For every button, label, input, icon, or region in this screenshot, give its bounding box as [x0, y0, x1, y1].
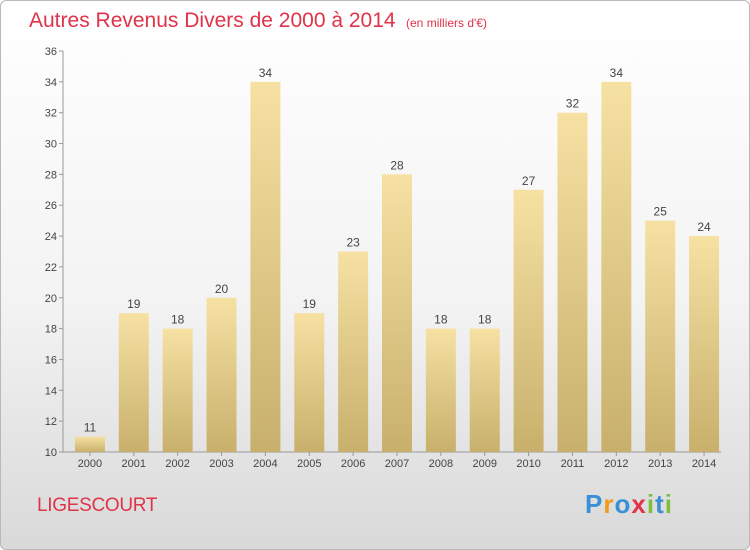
x-tick-label-2000: 2000	[78, 458, 102, 470]
data-label-2002: 18	[171, 313, 185, 327]
y-tick-label: 32	[45, 108, 57, 120]
bar-2011	[557, 112, 588, 452]
chart-title: Autres Revenus Divers de 2000 à 2014 (en…	[29, 9, 487, 33]
bar-2007	[382, 174, 412, 452]
data-label-2006: 23	[346, 236, 360, 250]
data-label-2007: 28	[390, 158, 404, 172]
x-tick-label-2003: 2003	[209, 458, 233, 470]
bar-2013	[645, 220, 676, 452]
chart-labels: 11 19 18 20 34 19 23 28 18 18 27 32 34 25 24	[84, 66, 711, 435]
y-tick-label: 36	[45, 46, 57, 58]
x-tick-label-2008: 2008	[429, 458, 453, 470]
x-tick-label-2013: 2013	[648, 458, 672, 470]
commune-name: LIGESCOURT	[37, 495, 158, 516]
bar-2004	[250, 81, 281, 452]
data-label-2011: 32	[566, 97, 580, 111]
x-tick-label-2012: 2012	[604, 458, 628, 470]
data-label-2001: 19	[127, 297, 141, 311]
x-tick-label-2007: 2007	[385, 458, 409, 470]
x-tick-label-2004: 2004	[253, 458, 277, 470]
chart-bars	[74, 81, 720, 453]
data-label-2009: 18	[478, 313, 492, 327]
bar-2005	[294, 313, 325, 452]
bar-2009	[469, 328, 500, 452]
x-tick-label-2005: 2005	[297, 458, 321, 470]
y-tick-label: 22	[45, 262, 57, 274]
x-tick-label-2001: 2001	[122, 458, 146, 470]
bar-2008	[425, 328, 456, 452]
x-tick-label-2011: 2011	[561, 458, 585, 470]
y-tick-label: 14	[45, 385, 57, 397]
bar-2014	[689, 236, 720, 452]
y-tick-label: 28	[45, 169, 57, 181]
title-unit: (en milliers d'€)	[406, 16, 487, 30]
data-label-2012: 34	[610, 66, 624, 80]
y-tick-label: 30	[45, 139, 57, 151]
data-label-2005: 19	[303, 297, 317, 311]
data-label-2008: 18	[434, 313, 448, 327]
data-label-2000: 11	[84, 421, 97, 435]
data-label-2014: 24	[697, 220, 711, 234]
y-tick-label: 12	[45, 416, 57, 428]
data-label-2013: 25	[654, 205, 668, 219]
data-label-2010: 27	[522, 174, 536, 188]
y-tick-label: 24	[45, 231, 57, 243]
title-text: Autres Revenus Divers de 2000 à 2014	[29, 9, 396, 32]
x-tick-label-2009: 2009	[472, 458, 496, 470]
bar-2010	[513, 189, 544, 453]
y-tick-label: 18	[45, 324, 57, 336]
x-tick-label-2002: 2002	[165, 458, 189, 470]
bar-2003	[206, 297, 237, 452]
bar-2000	[74, 436, 105, 452]
proxiti-logo: Proxiti	[585, 489, 673, 519]
bar-2006	[338, 251, 369, 452]
bar-2001	[118, 313, 149, 452]
x-tick-label-2006: 2006	[341, 458, 365, 470]
bar-2012	[601, 81, 632, 452]
y-tick-label: 20	[45, 293, 57, 305]
y-tick-label: 34	[45, 77, 57, 89]
y-tick-label: 26	[45, 200, 57, 212]
y-tick-label: 10	[45, 447, 57, 459]
y-tick-label: 16	[45, 354, 57, 366]
x-tick-label-2010: 2010	[516, 458, 540, 470]
data-label-2004: 34	[259, 66, 273, 80]
bar-2002	[162, 328, 193, 452]
x-tick-label-2014: 2014	[692, 458, 716, 470]
data-label-2003: 20	[215, 282, 229, 296]
